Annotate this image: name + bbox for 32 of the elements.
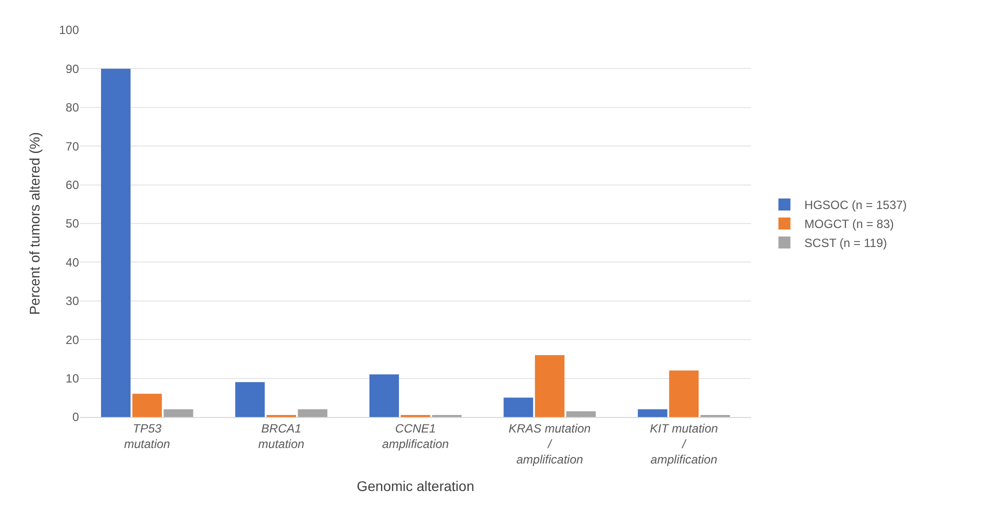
y-tick-label: 30 (66, 294, 80, 308)
y-tick-label: 70 (66, 139, 80, 154)
bar (638, 409, 668, 417)
y-tick-label: 90 (66, 62, 80, 76)
x-tick-label: KRAS mutation / amplification (508, 421, 592, 467)
bar (132, 394, 162, 417)
y-tick-label: 0 (72, 410, 80, 424)
bar (504, 398, 534, 417)
x-tick-label: TP53 mutation (124, 421, 170, 451)
bar (369, 374, 399, 417)
legend-label: HGSOC (n = 1537) (804, 198, 907, 212)
bar (669, 370, 699, 417)
y-tick-label: 60 (66, 178, 80, 192)
y-tick-label: 50 (66, 216, 80, 231)
x-tick-label: BRCA1 mutation (258, 421, 305, 451)
x-tick-label: KIT mutation / amplification (650, 421, 718, 467)
legend-label: SCST (n = 119) (804, 236, 888, 250)
bar (534, 355, 564, 417)
y-tick-label: 80 (66, 100, 80, 115)
y-axis-title: Percent of tumors altered (%) (26, 132, 43, 315)
y-tick-label: 10 (66, 372, 80, 386)
bar (298, 409, 328, 417)
bar (566, 411, 596, 417)
y-tick-label: 100 (58, 23, 80, 38)
bar (164, 409, 194, 417)
y-tick-label: 40 (66, 255, 80, 270)
legend-label: MOGCT (n = 83) (804, 217, 894, 232)
x-tick-label: CCNE1 amplification (382, 421, 450, 451)
x-axis-title: Genomic alteration (356, 478, 474, 494)
bar (235, 382, 265, 417)
y-tick-label: 20 (66, 332, 80, 347)
bar (101, 68, 131, 417)
